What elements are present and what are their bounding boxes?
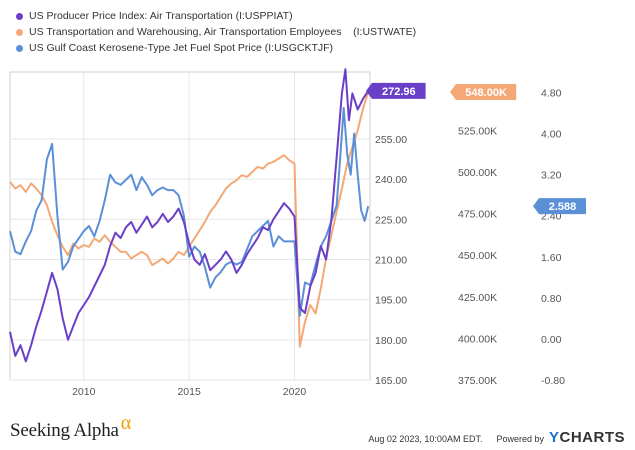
footer-credits: Aug 02 2023, 10:00AM EDT. Powered by YCH…: [368, 429, 625, 446]
ycharts-logo: YCHARTS: [549, 429, 625, 446]
legend-item-employees[interactable]: US Transportation and Warehousing, Air T…: [16, 24, 416, 40]
legend: US Producer Price Index: Air Transportat…: [16, 8, 416, 56]
ycharts-y-icon: Y: [548, 429, 560, 446]
y-tick-label-jetfuel: 4.80: [541, 88, 562, 100]
y-tick-label-employees: 475.00K: [458, 209, 497, 221]
y-tick-label-jetfuel: 0.00: [541, 334, 562, 346]
seeking-alpha-logo: Seeking Alpha α: [10, 412, 131, 442]
y-tick-label-ppi: 240.00: [375, 174, 407, 186]
x-tick-label: 2015: [177, 386, 201, 398]
legend-label: US Gulf Coast Kerosene-Type Jet Fuel Spo…: [29, 42, 334, 54]
y-tick-label-employees: 525.00K: [458, 125, 497, 137]
brand-name: Seeking Alpha: [10, 420, 119, 441]
y-tick-label-jetfuel: -0.80: [541, 375, 565, 387]
timestamp: Aug 02 2023, 10:00AM EDT.: [368, 434, 483, 444]
y-tick-label-employees: 500.00K: [458, 167, 497, 179]
last-value-label-employees: 548.00K: [465, 87, 507, 99]
y-tick-label-employees: 425.00K: [458, 292, 497, 304]
last-value-badge-ppi: [366, 82, 426, 99]
y-tick-label-ppi: 225.00: [375, 214, 407, 226]
y-tick-label-employees: 450.00K: [458, 250, 497, 262]
legend-label: US Transportation and Warehousing, Air T…: [29, 26, 417, 38]
y-tick-label-ppi: 180.00: [375, 335, 407, 347]
legend-label: US Producer Price Index: Air Transportat…: [29, 10, 293, 22]
legend-dot-icon: [16, 28, 23, 36]
y-tick-label-ppi: 255.00: [375, 134, 407, 146]
series-line-ppi: [9, 68, 370, 363]
legend-item-ppi[interactable]: US Producer Price Index: Air Transportat…: [16, 8, 416, 24]
y-tick-label-jetfuel: 3.20: [541, 170, 562, 182]
legend-dot-icon: [16, 12, 23, 20]
y-tick-label-jetfuel: 1.60: [541, 252, 562, 264]
y-tick-label-ppi: 195.00: [375, 295, 407, 307]
last-value-badge-jetfuel: [533, 198, 586, 215]
alpha-icon: α: [120, 412, 132, 434]
y-tick-label-jetfuel: 4.00: [541, 129, 562, 141]
x-tick-label: 2020: [283, 386, 307, 398]
series-line-jetfuel: [9, 106, 370, 317]
y-tick-label-employees: 375.00K: [458, 375, 497, 387]
ycharts-wordmark: CHARTS: [559, 429, 625, 446]
y-tick-label-employees: 400.00K: [458, 333, 497, 345]
plot-area: [9, 71, 371, 381]
last-value-label-jetfuel: 2.588: [549, 201, 577, 213]
last-value-badge-employees: [450, 83, 517, 100]
y-tick-label-jetfuel: 0.80: [541, 293, 562, 305]
last-value-label-ppi: 272.96: [382, 86, 416, 98]
powered-by-label: Powered by: [496, 434, 544, 444]
y-tick-label-ppi: 165.00: [375, 375, 407, 387]
series-line-employees: [9, 91, 370, 348]
y-tick-label-ppi: 210.00: [375, 254, 407, 266]
legend-dot-icon: [16, 44, 23, 52]
x-tick-label: 2010: [72, 386, 96, 398]
legend-item-jetfuel[interactable]: US Gulf Coast Kerosene-Type Jet Fuel Spo…: [16, 40, 416, 56]
